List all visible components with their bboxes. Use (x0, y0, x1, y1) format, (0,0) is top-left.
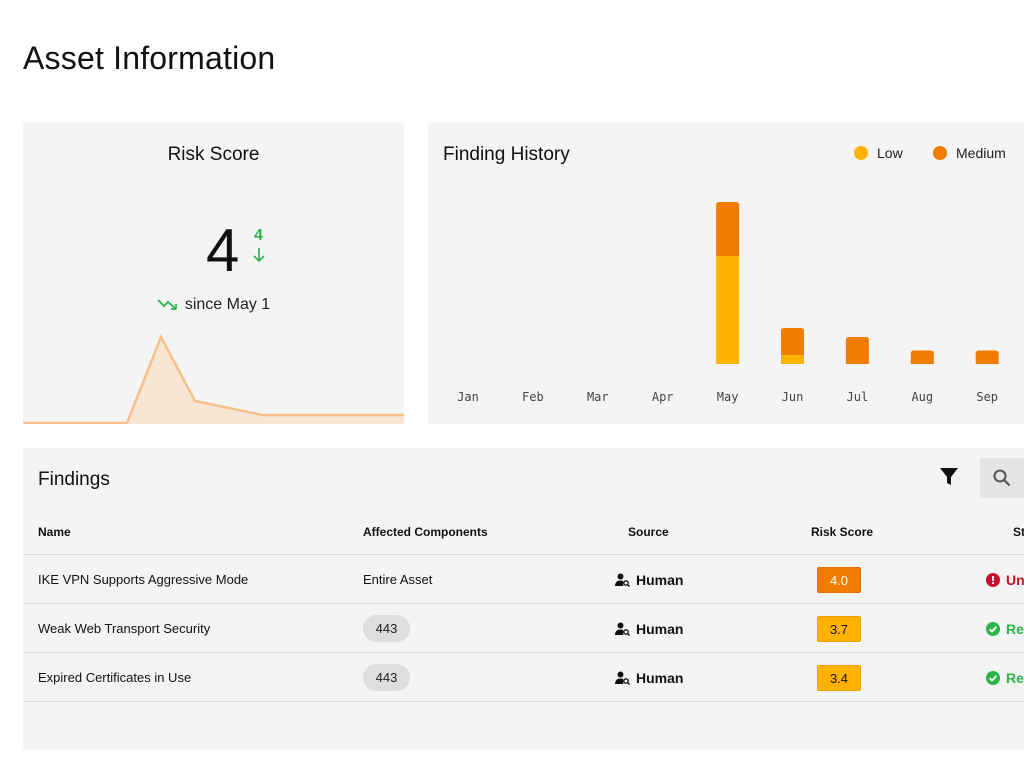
table-row[interactable]: IKE VPN Supports Aggressive Mode Entire … (23, 555, 1024, 604)
finding-history-card: Finding History Low Medium Jan Feb Mar Apr M… (428, 123, 1024, 424)
since-label: since May 1 (184, 296, 271, 313)
bar-may-low[interactable] (716, 256, 740, 364)
x-tick-label: Aug (911, 390, 933, 404)
x-tick-label: Jul (847, 390, 869, 404)
x-tick-label: Jun (782, 390, 804, 404)
component-chip[interactable]: 443 (363, 664, 410, 691)
column-header-status[interactable]: St (1013, 525, 1024, 539)
risk-score-sparkline (23, 334, 404, 424)
x-tick-label: Sep (976, 390, 998, 404)
legend-item-low[interactable]: Low (854, 145, 903, 161)
page-title: Asset Information (23, 40, 276, 76)
affected-components-cell: Entire Asset (363, 555, 432, 604)
risk-score-since: since May 1 (23, 296, 404, 314)
person-search-icon (615, 573, 630, 587)
arrow-down-icon (253, 248, 265, 263)
search-button[interactable] (980, 458, 1024, 498)
risk-score-badge: 4.0 (817, 566, 861, 593)
table-footer (23, 701, 1024, 749)
legend-dot-low (854, 146, 868, 160)
column-header-name[interactable]: Name (38, 525, 71, 539)
bar-jun-low[interactable] (781, 355, 804, 364)
sparkline-area (23, 337, 404, 424)
x-tick-label: Mar (587, 390, 609, 404)
source-cell: Human (615, 653, 683, 702)
column-header-affected-components[interactable]: Affected Components (363, 525, 488, 539)
legend-item-medium[interactable]: Medium (933, 145, 1006, 161)
alert-icon (986, 572, 1000, 587)
x-tick-label: May (717, 390, 739, 404)
bar-jun-medium[interactable] (781, 328, 804, 355)
source-label: Human (636, 669, 684, 686)
x-tick-label: Apr (652, 390, 674, 404)
component-chip[interactable]: 443 (363, 615, 410, 642)
column-header-risk-score[interactable]: Risk Score (811, 525, 874, 539)
x-tick-label: Feb (522, 390, 544, 404)
bar-jul-medium[interactable] (845, 337, 869, 364)
risk-score-cell: 3.4 (817, 653, 861, 702)
findings-table: Name Affected Components Source Risk Sco… (23, 509, 1024, 702)
filter-icon[interactable] (939, 466, 959, 488)
finding-name[interactable]: Expired Certificates in Use (38, 670, 192, 685)
status-label: Rei (1006, 669, 1024, 686)
findings-title: Findings (38, 469, 110, 490)
status-label: Un (1006, 571, 1024, 588)
finding-name[interactable]: Weak Web Transport Security (38, 621, 211, 636)
status-cell[interactable]: Un (986, 555, 1024, 604)
risk-score-badge: 3.4 (817, 664, 861, 691)
finding-history-chart: Jan Feb Mar Apr May Jun Jul Aug Sep (457, 202, 999, 404)
source-label: Human (636, 620, 684, 637)
status-label: Rei (1006, 620, 1024, 637)
status-cell[interactable]: Rei (986, 604, 1024, 653)
finding-name[interactable]: IKE VPN Supports Aggressive Mode (38, 572, 249, 587)
risk-score-title: Risk Score (167, 144, 260, 165)
risk-score-cell: 3.7 (817, 604, 861, 653)
legend-dot-medium (933, 146, 947, 160)
legend-label-medium: Medium (956, 145, 1006, 161)
table-header: Name Affected Components Source Risk Sco… (23, 509, 1024, 555)
findings-card: Findings Name Affected Components Source… (23, 448, 1024, 749)
check-circle-icon (986, 670, 1000, 685)
risk-score-card: Risk Score 4 4 since May 1 (23, 123, 404, 424)
trending-down-icon (157, 299, 177, 310)
risk-score-delta: 4 (254, 227, 263, 244)
legend-label-low: Low (877, 145, 903, 161)
affected-components-cell: 443 (363, 604, 410, 653)
risk-score-badge: 3.7 (817, 615, 861, 642)
risk-score-value: 4 (206, 217, 240, 284)
source-cell: Human (615, 604, 683, 653)
column-header-source[interactable]: Source (628, 525, 669, 539)
status-cell[interactable]: Rei (986, 653, 1024, 702)
bar-sep-medium[interactable] (975, 350, 999, 365)
search-icon (993, 469, 1011, 487)
affected-components-cell: 443 (363, 653, 410, 702)
check-circle-icon (986, 621, 1000, 636)
source-label: Human (636, 571, 684, 588)
risk-score-cell: 4.0 (817, 555, 861, 604)
bar-aug-medium[interactable] (910, 350, 934, 365)
bar-may-medium[interactable] (716, 202, 740, 256)
sparkline-line (23, 334, 404, 424)
source-cell: Human (615, 555, 683, 604)
person-search-icon (615, 671, 630, 685)
component-label: Entire Asset (363, 572, 433, 587)
finding-history-title: Finding History (443, 144, 570, 165)
table-row[interactable]: Expired Certificates in Use 443 Human 3.… (23, 653, 1024, 702)
table-row[interactable]: Weak Web Transport Security 443 Human 3.… (23, 604, 1024, 653)
x-tick-label: Jan (457, 390, 479, 404)
person-search-icon (615, 622, 630, 636)
